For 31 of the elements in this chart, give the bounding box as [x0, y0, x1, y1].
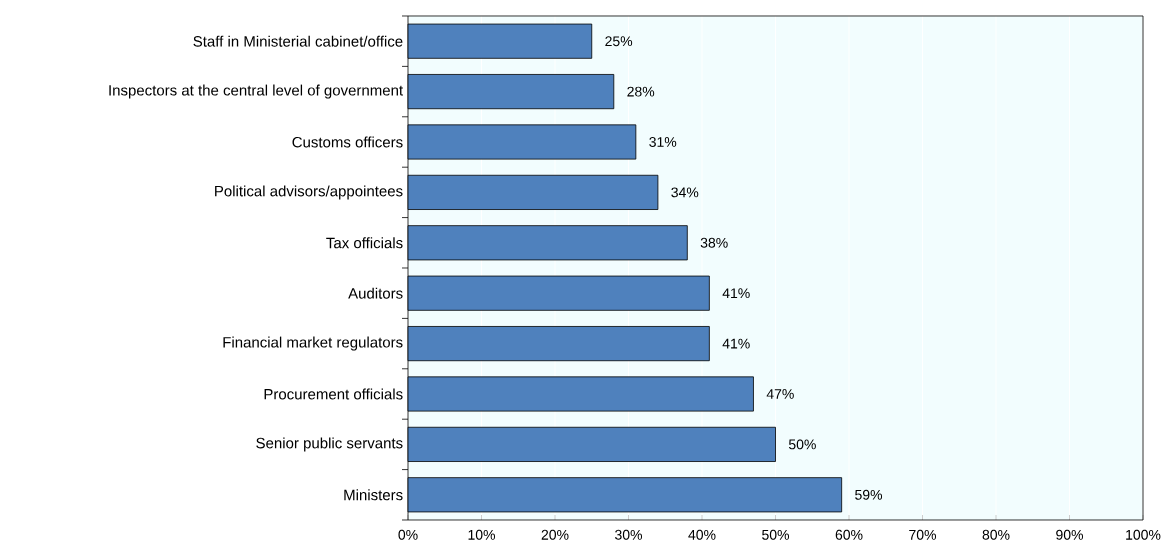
x-tick-label: 50%	[762, 529, 790, 540]
y-tick-label: Financial market regulators	[223, 336, 403, 351]
y-tick-label: Procurement officials	[264, 388, 403, 400]
y-tick-label: Tax officials	[326, 237, 403, 249]
data-label: 41%	[722, 288, 750, 299]
x-tick-label: 20%	[541, 529, 569, 540]
data-label: 47%	[766, 389, 794, 399]
data-label: 31%	[649, 137, 677, 147]
x-tick-label: 70%	[909, 529, 937, 540]
y-tick-label: Staff in Ministerial cabinet/office	[193, 35, 403, 47]
data-label: 34%	[671, 187, 699, 198]
y-tick-label: Senior public servants	[256, 437, 403, 452]
y-tick-label: Ministers	[344, 489, 403, 501]
y-tick-label: Auditors	[348, 287, 403, 299]
data-label: 59%	[855, 489, 883, 500]
x-tick-label: 30%	[615, 529, 643, 540]
y-tick-label: Political advisors/appointees	[215, 185, 403, 200]
x-tick-label: 100%	[1126, 529, 1161, 540]
data-label: 28%	[627, 86, 655, 97]
data-label: 38%	[700, 237, 728, 248]
data-label: 50%	[788, 439, 816, 450]
y-tick-label: Customs officers	[292, 136, 403, 148]
x-tick-label: 80%	[982, 529, 1010, 540]
x-tick-label: 40%	[688, 529, 716, 540]
x-tick-label: 90%	[1056, 529, 1084, 540]
x-tick-label: 60%	[835, 529, 863, 540]
data-label: 25%	[605, 36, 633, 47]
data-label: 41%	[722, 338, 750, 349]
y-tick-label: Inspectors at the central level of government	[109, 84, 403, 99]
x-tick-label: 0%	[398, 529, 418, 540]
x-tick-label: 10%	[468, 529, 496, 540]
